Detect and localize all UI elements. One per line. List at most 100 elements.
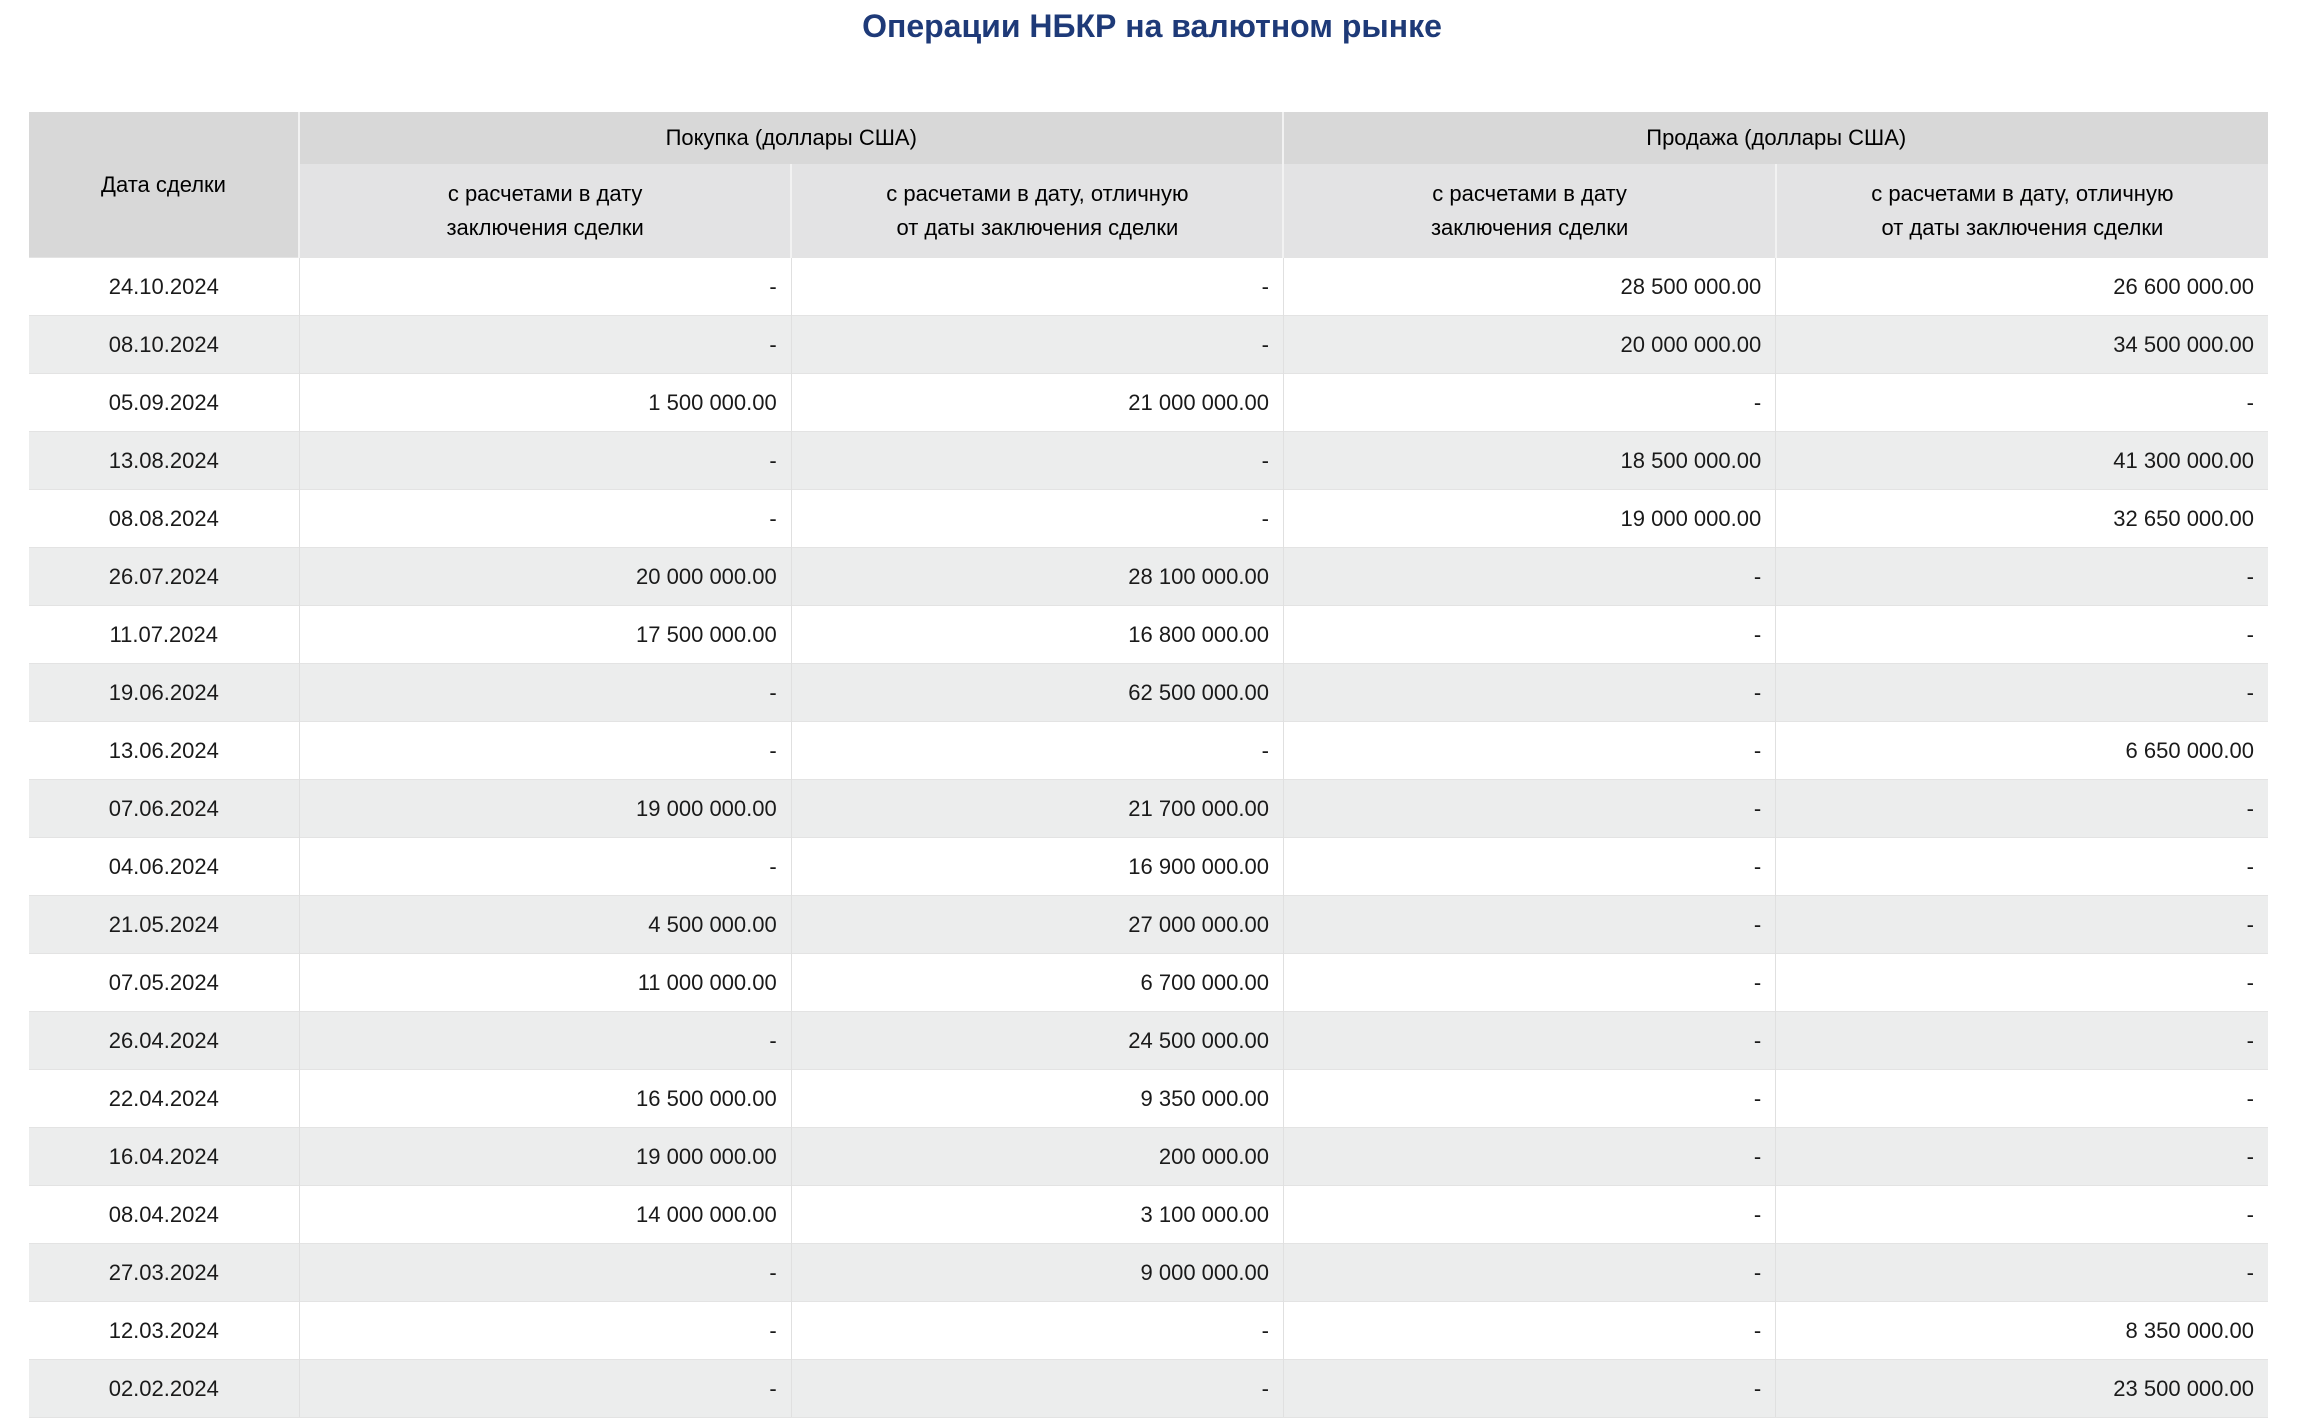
table-row: 19.06.2024-62 500 000.00- - [29, 663, 2268, 722]
purchase-settlement-same-date-cell: 19 000 000.00 [299, 1127, 792, 1186]
deal-date-cell: 26.04.2024 [29, 1011, 300, 1070]
table-row: 21.05.2024 4 500 000.00 27 000 000.00- - [29, 895, 2268, 954]
purchase-settlement-same-date-cell: - [299, 431, 792, 490]
table-row: 11.07.2024 17 500 000.00 16 800 000.00- - [29, 605, 2268, 664]
sale-settlement-same-date-cell: - [1283, 547, 1777, 606]
column-group-header-purchase: Покупка (доллары США) [299, 112, 1285, 164]
purchase-settlement-same-date-cell: - [299, 1011, 792, 1070]
sale-settlement-same-date-cell: 18 500 000.00 [1283, 431, 1777, 490]
purchase-settlement-different-date-cell: - [791, 489, 1284, 548]
sale-settlement-different-date-cell: - [1775, 779, 2268, 838]
column-header-sale-settlement-same-date: с расчетами в дату заключения сделки [1283, 164, 1777, 258]
purchase-settlement-same-date-cell: 20 000 000.00 [299, 547, 792, 606]
sale-settlement-same-date-cell: 19 000 000.00 [1283, 489, 1777, 548]
deal-date-cell: 13.06.2024 [29, 721, 300, 780]
purchase-settlement-different-date-cell: - [791, 1301, 1284, 1360]
table-row: 24.10.2024- -28 500 000.00 26 600 000.00 [29, 257, 2268, 316]
column-header-deal-date: Дата сделки [29, 112, 301, 258]
column-header-purchase-settlement-same-date: с расчетами в дату заключения сделки [299, 164, 793, 258]
sale-settlement-same-date-cell: - [1283, 373, 1777, 432]
column-group-header-sale: Продажа (доллары США) [1283, 112, 2268, 164]
table-row: 07.06.2024 19 000 000.00 21 700 000.00- - [29, 779, 2268, 838]
page-title: Операции НБКР на валютном рынке [862, 8, 1442, 44]
sale-settlement-same-date-cell: - [1283, 1127, 1777, 1186]
table-row: 13.06.2024- - -6 650 000.00 [29, 721, 2268, 780]
purchase-settlement-same-date-cell: 11 000 000.00 [299, 953, 792, 1012]
column-header-purchase-settlement-different-date: с расчетами в дату, отличную от даты зак… [791, 164, 1285, 258]
deal-date-cell: 21.05.2024 [29, 895, 300, 954]
sale-settlement-different-date-cell: - [1775, 1069, 2268, 1128]
purchase-settlement-same-date-cell: - [299, 721, 792, 780]
purchase-settlement-different-date-cell: 16 900 000.00 [791, 837, 1284, 896]
deal-date-cell: 07.06.2024 [29, 779, 300, 838]
deal-date-cell: 08.10.2024 [29, 315, 300, 374]
purchase-settlement-different-date-cell: 3 100 000.00 [791, 1185, 1284, 1244]
table-row: 08.08.2024- -19 000 000.00 32 650 000.00 [29, 489, 2268, 548]
deal-date-cell: 07.05.2024 [29, 953, 300, 1012]
sale-settlement-different-date-cell: - [1775, 895, 2268, 954]
purchase-settlement-same-date-cell: 4 500 000.00 [299, 895, 792, 954]
sale-settlement-different-date-cell: - [1775, 663, 2268, 722]
table-row: 13.08.2024- -18 500 000.00 41 300 000.00 [29, 431, 2268, 490]
sale-settlement-same-date-cell: 20 000 000.00 [1283, 315, 1777, 374]
deal-date-cell: 16.04.2024 [29, 1127, 300, 1186]
purchase-settlement-different-date-cell: 9 000 000.00 [791, 1243, 1284, 1302]
sale-settlement-same-date-cell: - [1283, 721, 1777, 780]
purchase-settlement-same-date-cell: - [299, 257, 792, 316]
sub-header-line: с расчетами в дату, отличную [1871, 180, 2174, 206]
sale-settlement-different-date-cell: 41 300 000.00 [1775, 431, 2268, 490]
sale-settlement-same-date-cell: 28 500 000.00 [1283, 257, 1777, 316]
deal-date-cell: 13.08.2024 [29, 431, 300, 490]
purchase-settlement-different-date-cell: 21 700 000.00 [791, 779, 1284, 838]
sale-settlement-same-date-cell: - [1283, 1243, 1777, 1302]
sale-settlement-different-date-cell: - [1775, 837, 2268, 896]
sale-settlement-different-date-cell: 8 350 000.00 [1775, 1301, 2268, 1360]
fx-operations-table: Дата сделки Покупка (доллары США) Продаж… [29, 112, 2268, 1418]
fx-operations-table-wrap: Дата сделки Покупка (доллары США) Продаж… [29, 112, 2268, 1418]
purchase-settlement-same-date-cell: - [299, 663, 792, 722]
purchase-settlement-same-date-cell: - [299, 489, 792, 548]
sub-header-row: с расчетами в дату заключения сделки с р… [29, 164, 2268, 258]
purchase-settlement-same-date-cell: 14 000 000.00 [299, 1185, 792, 1244]
table-row: 22.04.2024 16 500 000.00 9 350 000.00- - [29, 1069, 2268, 1128]
purchase-settlement-same-date-cell: 17 500 000.00 [299, 605, 792, 664]
sub-header-line: с расчетами в дату, отличную [886, 180, 1189, 206]
table-row: 26.07.2024 20 000 000.00 28 100 000.00- - [29, 547, 2268, 606]
sale-settlement-different-date-cell: - [1775, 1243, 2268, 1302]
sale-settlement-different-date-cell: - [1775, 1011, 2268, 1070]
purchase-settlement-different-date-cell: - [791, 257, 1284, 316]
purchase-settlement-same-date-cell: 1 500 000.00 [299, 373, 792, 432]
purchase-settlement-different-date-cell: - [791, 721, 1284, 780]
table-row: 27.03.2024-9 000 000.00- - [29, 1243, 2268, 1302]
sale-settlement-same-date-cell: - [1283, 953, 1777, 1012]
purchase-settlement-different-date-cell: - [791, 431, 1284, 490]
sale-settlement-same-date-cell: - [1283, 605, 1777, 664]
sale-settlement-same-date-cell: - [1283, 779, 1777, 838]
sale-settlement-same-date-cell: - [1283, 1069, 1777, 1128]
sale-settlement-different-date-cell: - [1775, 373, 2268, 432]
purchase-settlement-different-date-cell: 24 500 000.00 [791, 1011, 1284, 1070]
purchase-settlement-different-date-cell: 200 000.00 [791, 1127, 1284, 1186]
deal-date-cell: 24.10.2024 [29, 257, 300, 316]
sale-settlement-different-date-cell: 6 650 000.00 [1775, 721, 2268, 780]
table-row: 12.03.2024- - -8 350 000.00 [29, 1301, 2268, 1360]
column-header-sale-settlement-different-date: с расчетами в дату, отличную от даты зак… [1775, 164, 2268, 258]
deal-date-cell: 05.09.2024 [29, 373, 300, 432]
deal-date-cell: 02.02.2024 [29, 1359, 300, 1418]
sale-settlement-different-date-cell: - [1775, 605, 2268, 664]
sale-settlement-different-date-cell: - [1775, 953, 2268, 1012]
purchase-settlement-same-date-cell: - [299, 1359, 792, 1418]
deal-date-cell: 27.03.2024 [29, 1243, 300, 1302]
purchase-settlement-different-date-cell: 28 100 000.00 [791, 547, 1284, 606]
sale-settlement-different-date-cell: 34 500 000.00 [1775, 315, 2268, 374]
table-row: 02.02.2024- - -23 500 000.00 [29, 1359, 2268, 1418]
sub-header-line: заключения сделки [446, 214, 644, 240]
sale-settlement-same-date-cell: - [1283, 1185, 1777, 1244]
deal-date-cell: 26.07.2024 [29, 547, 300, 606]
sub-header-line: заключения сделки [1430, 214, 1629, 240]
sale-settlement-different-date-cell: - [1775, 1185, 2268, 1244]
group-header-row: Дата сделки Покупка (доллары США) Продаж… [29, 112, 2268, 258]
deal-date-cell: 04.06.2024 [29, 837, 300, 896]
deal-date-cell: 08.08.2024 [29, 489, 300, 548]
deal-date-cell: 19.06.2024 [29, 663, 300, 722]
